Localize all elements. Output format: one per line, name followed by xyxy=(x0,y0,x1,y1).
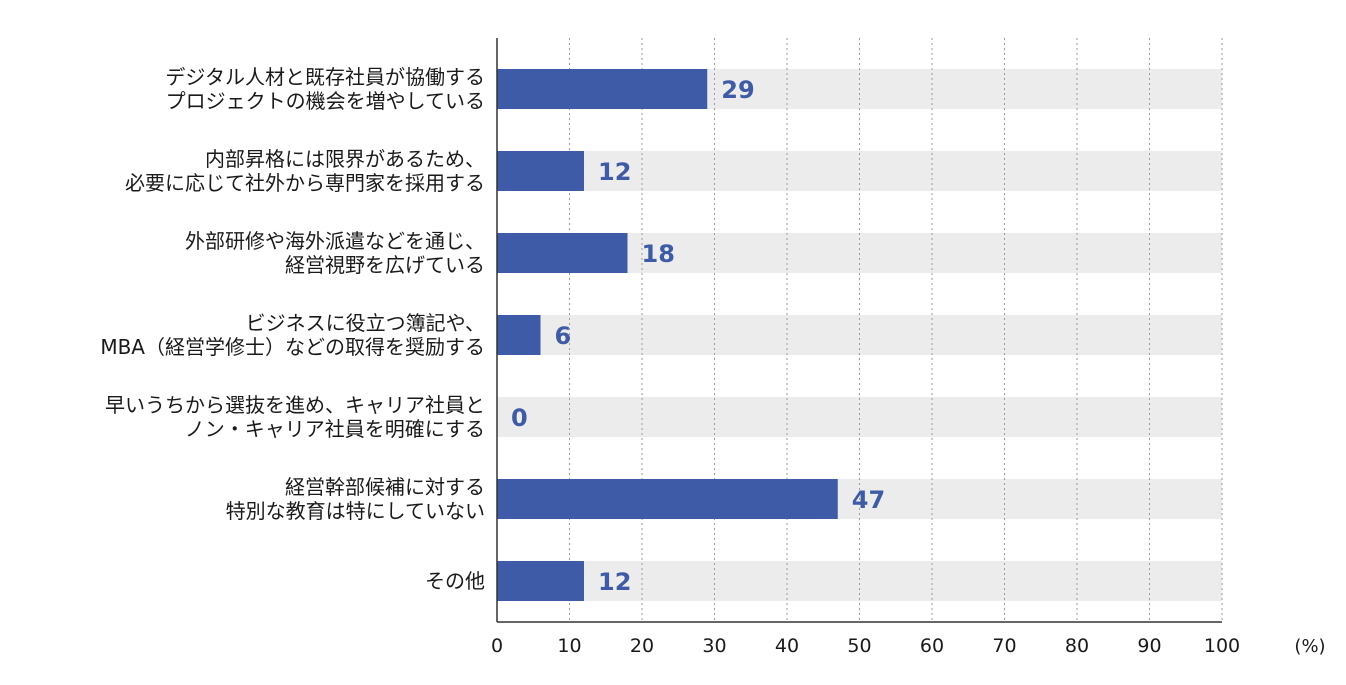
x-axis: 0 10 20 30 40 50 60 70 80 90 100 xyxy=(491,38,1240,657)
data-label: 29 xyxy=(721,76,754,104)
x-tick-label: 100 xyxy=(1204,635,1240,657)
bar xyxy=(497,561,584,601)
x-tick-label: 70 xyxy=(992,635,1016,657)
x-tick-label: 60 xyxy=(920,635,944,657)
bar xyxy=(497,69,708,109)
unit-label: (%) xyxy=(1294,636,1325,657)
bar xyxy=(497,479,838,519)
x-tick-label: 0 xyxy=(491,635,503,657)
data-label: 47 xyxy=(852,486,885,514)
category-label: デジタル人材と既存社員が協働するプロジェクトの機会を増やしている xyxy=(165,65,485,113)
data-label: 12 xyxy=(598,568,631,596)
x-tick-label: 40 xyxy=(775,635,799,657)
x-tick-label: 80 xyxy=(1065,635,1089,657)
category-label: 外部研修や海外派遣などを通じ、経営視野を広げている xyxy=(185,229,485,277)
x-tick-label: 20 xyxy=(630,635,654,657)
grid-lines xyxy=(569,38,1223,622)
data-label: 18 xyxy=(642,240,675,268)
category-label: 早いうちから選抜を進め、キャリア社員とノン・キャリア社員を明確にする xyxy=(105,393,485,441)
category-label: その他 xyxy=(425,569,485,593)
x-tick-label: 90 xyxy=(1137,635,1161,657)
category-label: 経営幹部候補に対する特別な教育は特にしていない xyxy=(226,475,485,523)
data-label: 12 xyxy=(598,158,631,186)
bar xyxy=(497,233,628,273)
x-tick-label: 30 xyxy=(702,635,726,657)
bars xyxy=(497,69,838,601)
data-label: 0 xyxy=(511,404,528,432)
category-labels: デジタル人材と既存社員が協働するプロジェクトの機会を増やしている内部昇格には限界… xyxy=(100,65,485,593)
category-label: ビジネスに役立つ簿記や、 MBA（経営学修士）などの取得を奨励する xyxy=(100,311,485,359)
bar xyxy=(497,315,541,355)
bar xyxy=(497,151,584,191)
data-label: 6 xyxy=(555,322,572,350)
data-labels: 29 12 18 6 0 47 12 xyxy=(511,76,885,596)
x-tick-label: 50 xyxy=(847,635,871,657)
x-tick-label: 10 xyxy=(557,635,581,657)
category-label: 内部昇格には限界があるため、必要に応じて社外から専門家を採用する xyxy=(125,147,485,195)
